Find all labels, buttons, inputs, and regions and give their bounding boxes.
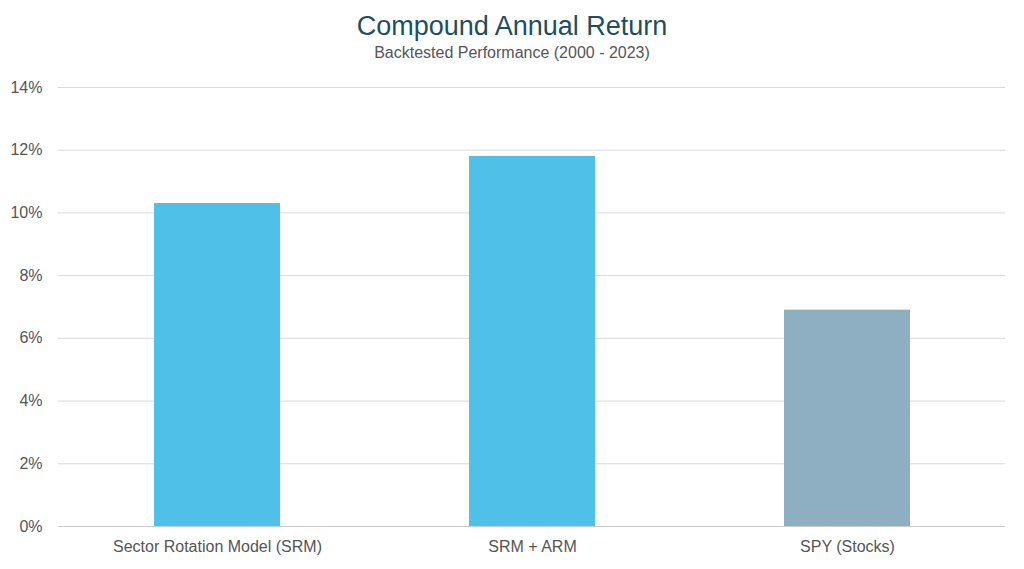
svg-text:4%: 4% — [19, 392, 42, 409]
svg-text:SRM + ARM: SRM + ARM — [488, 538, 576, 555]
svg-text:10%: 10% — [10, 204, 42, 221]
svg-text:0%: 0% — [19, 518, 42, 535]
svg-text:SPY (Stocks): SPY (Stocks) — [800, 538, 895, 555]
html-text:Compound Annual Return: Compound Annual Return — [356, 11, 668, 41]
svg-text:Sector Rotation Model (SRM): Sector Rotation Model (SRM) — [113, 538, 322, 555]
svg-text:2%: 2% — [19, 455, 42, 472]
svg-text:14%: 14% — [10, 79, 42, 96]
svg-text:6%: 6% — [19, 329, 42, 346]
svg-text:8%: 8% — [19, 267, 42, 284]
svg-text:12%: 12% — [10, 141, 42, 158]
html-text:Backtested Performance (2000 -: Backtested Performance (2000 - 2023) — [374, 44, 650, 61]
